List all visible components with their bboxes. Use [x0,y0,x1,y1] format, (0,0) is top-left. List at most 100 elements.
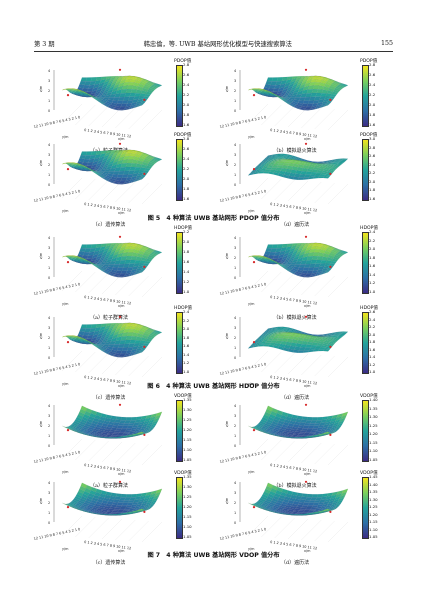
z-tick-label: 1 [234,434,236,438]
x-axis-label: x/m [304,384,311,388]
z-tick-label: 0 [48,521,50,525]
surface-cell [340,159,347,162]
y-tick-labels: 12 11 10 9 8 7 6 5 4 3 2 1 0 [33,282,80,296]
grid-line [327,356,349,378]
grid-line [274,440,295,462]
z-tick-label: 3 [48,491,50,495]
surface-cell [136,431,144,435]
z-tick-label: 4 [234,404,236,408]
colorbar-tick-label: 1.8 [183,186,190,191]
z-tick-label: 1 [48,173,50,177]
colorbar-tick-label: 1.2 [369,361,376,367]
colorbar-tick-label: 1.10 [369,526,378,532]
grid-line [61,177,83,199]
colorbar-tick-label: 1.4 [183,269,190,274]
colorbar-tick-label: 2.0 [369,178,376,184]
station-marker [118,235,122,238]
grid-line [88,105,109,127]
grid-line [287,518,309,540]
x-axis-label: x/m [118,304,125,308]
z-axis-label: z/m [225,497,229,504]
colorbar-tick-label: 2.4 [369,161,376,167]
z-tick-label: 1 [234,266,236,270]
grid-line [115,274,136,296]
z-tick-label: 4 [234,236,236,240]
colorbar [362,312,369,374]
colorbar-tick-label: 2.0 [183,102,190,107]
colorbar-tick-label: 1.0 [369,288,376,294]
grid-line [274,272,295,294]
colorbar [176,139,183,201]
subfigure-caption: （a）粒子群算法 [90,315,128,321]
grid-line [141,183,163,205]
grid-line [327,276,349,298]
z-tick-label: 2 [234,501,236,505]
figure6-panel-d: 4 3 2 1 0 z/m 0 1 2 3 4 5 6 7 8 9 10 11 12 x/m 1… [219,305,391,403]
colorbar-tick-label: 2.2 [369,237,376,243]
grid-line [88,517,109,539]
y-axis-label: y/m [62,470,69,474]
grid-line [61,438,83,460]
station-marker [66,261,70,264]
station-marker [252,94,256,97]
grid-line [75,439,96,461]
surface-cell [149,333,156,338]
subfigure-caption: （d）遍历法 [280,222,310,228]
grid-line [301,107,322,129]
grid-line [261,178,282,200]
z-tick-label: 2 [48,336,50,340]
grid-line [141,109,163,131]
grid-line [115,519,136,541]
colorbar-tick-label: 1.15 [183,437,192,442]
colorbar-tick-label: 1.35 [183,397,192,402]
y-tick-labels: 12 11 10 9 8 7 6 5 4 3 2 1 0 [33,115,80,129]
z-tick-label: 2 [48,501,50,505]
colorbar-title: VDOP值 [174,471,192,476]
colorbar-tick-label: 2.4 [183,82,190,87]
z-tick-label: 4 [48,69,50,73]
colorbar [362,139,369,201]
colorbar-ticks: 2.6 2.4 2.2 2.0 1.8 1.6 1.4 1.2 1.0 [369,310,391,374]
grid-line [327,444,349,466]
surface-plot: 4 3 2 1 0 z/m 0 1 2 3 4 5 6 7 8 9 10 11 12x/m 1… [33,315,163,388]
z-tick-label: 1 [48,99,50,103]
z-tick-label: 3 [234,414,236,418]
surface-cell [334,254,341,259]
figure5-panel-a: 4 3 2 1 0 z/m 0 1 2 3 4 5 6 7 8 9 10 11 12 x/m 1… [33,58,204,156]
grid-line [141,276,163,298]
grid-line [314,275,335,297]
grid-line [61,515,83,537]
z-tick-label: 4 [48,236,50,240]
station-marker [252,168,256,171]
page-number: 155 [380,39,393,47]
figure6-panel-b: 4 3 2 1 0 z/m 0 1 2 3 4 5 6 7 8 9 10 11 12 x/m 1… [219,225,390,323]
y-axis-label: y/m [248,135,255,139]
colorbar-tick-label: 2.2 [183,92,190,97]
x-tick-labels: 0 1 2 3 4 5 6 7 8 9 10 11 12 [270,128,318,139]
grid-line [128,520,149,542]
surface-cell [334,337,341,340]
colorbar-tick-label: 2.6 [183,146,190,151]
station-marker [143,172,146,175]
surface-cell [148,254,155,259]
colorbar-tick-label: 1.15 [183,514,192,519]
colorbar-title: VDOP值 [360,394,378,399]
colorbar-tick-label: 2.6 [369,309,376,314]
colorbar-tick-label: 1.30 [183,407,192,412]
surface-cell [322,431,330,435]
station-marker [252,261,256,264]
grid-line [301,354,322,376]
grid-line [301,519,322,541]
z-tick-label: 3 [234,246,236,250]
subfigure-caption: （b）模拟退火算法 [273,483,317,489]
surface-cell [329,168,336,172]
surface-cell [327,509,335,512]
station-marker [66,506,70,509]
colorbar-tick-label: 1.35 [369,405,378,411]
station-marker [252,506,256,509]
grid-line [287,180,309,202]
x-tick-labels: 0 1 2 3 4 5 6 7 8 9 10 11 12 [84,540,132,551]
y-axis-label: y/m [248,547,255,551]
surface-cell [155,250,163,254]
colorbar-tick-label: 2.8 [183,62,190,67]
